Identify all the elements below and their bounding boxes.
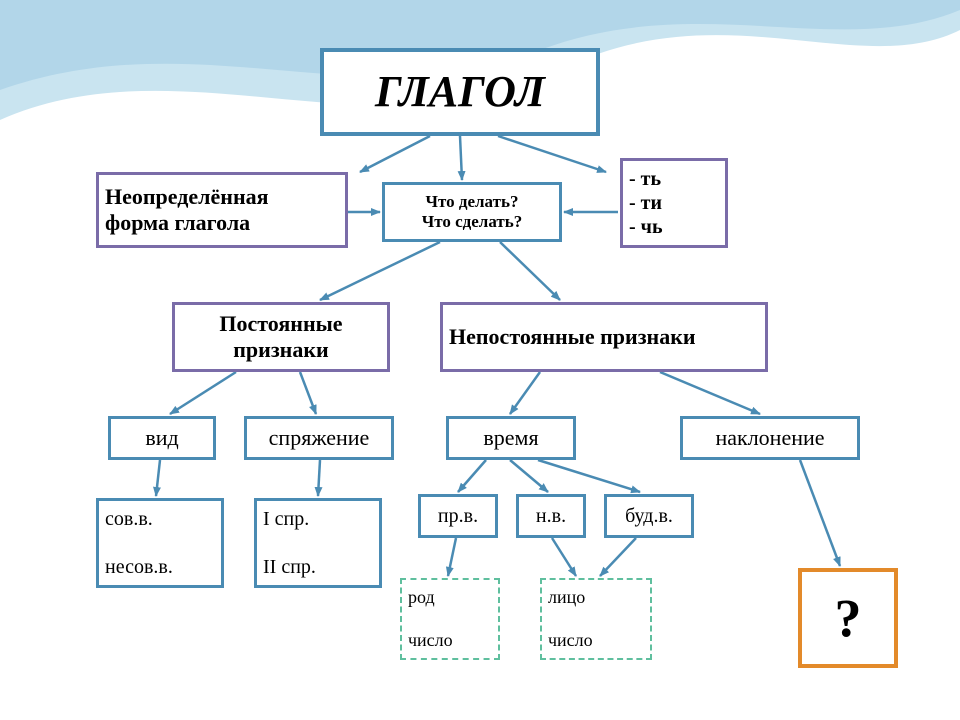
node-conj: спряжение <box>244 416 394 460</box>
node-vid: вид <box>108 416 216 460</box>
node-vidvals-label: сов.в. несов.в. <box>105 507 173 579</box>
node-question-label: ? <box>835 586 862 651</box>
node-conj-label: спряжение <box>269 425 370 451</box>
node-rodnum: род число <box>400 578 500 660</box>
node-past-label: пр.в. <box>438 504 478 528</box>
node-infinitive-label: Неопределённая форма глагола <box>105 184 269 237</box>
node-vidvals: сов.в. несов.в. <box>96 498 224 588</box>
diagram-stage: ГЛАГОЛ Неопределённая форма глагола Что … <box>0 0 960 720</box>
node-conjvals: I спр. II спр. <box>254 498 382 588</box>
node-past: пр.в. <box>418 494 498 538</box>
node-permanent-label: Постоянные признаки <box>219 311 342 364</box>
node-nonpermanent: Непостоянные признаки <box>440 302 768 372</box>
node-mood: наклонение <box>680 416 860 460</box>
node-nonpermanent-label: Непостоянные признаки <box>449 324 696 350</box>
node-questions-label: Что делать? Что сделать? <box>422 192 522 233</box>
node-pres-label: н.в. <box>536 504 566 528</box>
node-infinitive: Неопределённая форма глагола <box>96 172 348 248</box>
node-vid-label: вид <box>145 425 178 451</box>
node-time: время <box>446 416 576 460</box>
node-endings-label: - ть - ти - чь <box>629 167 663 239</box>
node-fut: буд.в. <box>604 494 694 538</box>
node-question: ? <box>798 568 898 668</box>
node-time-label: время <box>483 425 538 451</box>
node-pres: н.в. <box>516 494 586 538</box>
node-rodnum-label: род число <box>408 587 453 652</box>
node-conjvals-label: I спр. II спр. <box>263 507 316 579</box>
node-title-label: ГЛАГОЛ <box>375 66 545 119</box>
node-questions: Что делать? Что сделать? <box>382 182 562 242</box>
node-endings: - ть - ти - чь <box>620 158 728 248</box>
node-title: ГЛАГОЛ <box>320 48 600 136</box>
node-permanent: Постоянные признаки <box>172 302 390 372</box>
node-mood-label: наклонение <box>715 425 824 451</box>
node-fut-label: буд.в. <box>625 504 673 528</box>
node-facenum-label: лицо число <box>548 587 593 652</box>
node-facenum: лицо число <box>540 578 652 660</box>
